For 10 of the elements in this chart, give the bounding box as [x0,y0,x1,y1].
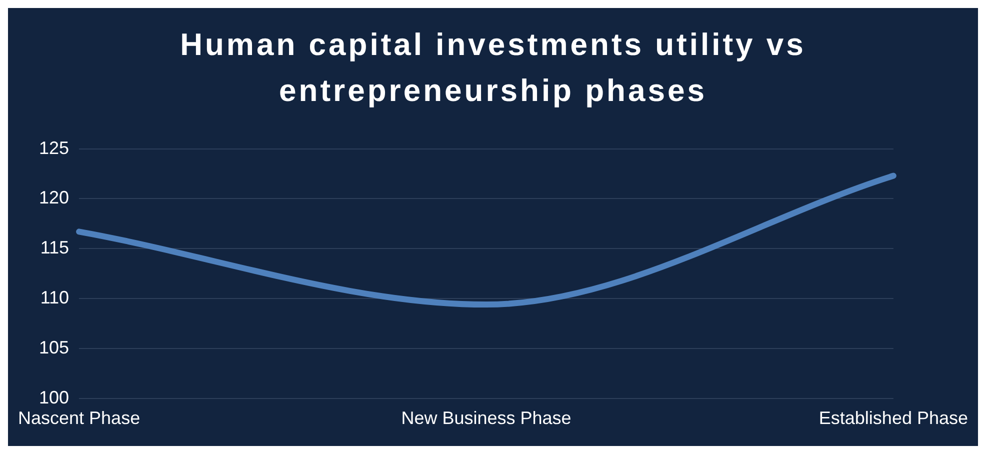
chart-title: Human capital investments utility vs entrepreneurship phases [179,26,807,110]
y-tick-label: 120 [38,188,70,208]
y-tick-label: 105 [38,337,70,358]
x-tick-label: Nascent Phase [18,408,140,428]
y-tick-label: 100 [38,387,70,408]
y-tick-label: 110 [40,288,70,308]
y-tick-label: 115 [40,238,70,258]
y-tick-label: 125 [38,138,70,158]
x-tick-label: Established Phase [818,408,968,428]
x-tick-label: New Business Phase [401,408,572,428]
